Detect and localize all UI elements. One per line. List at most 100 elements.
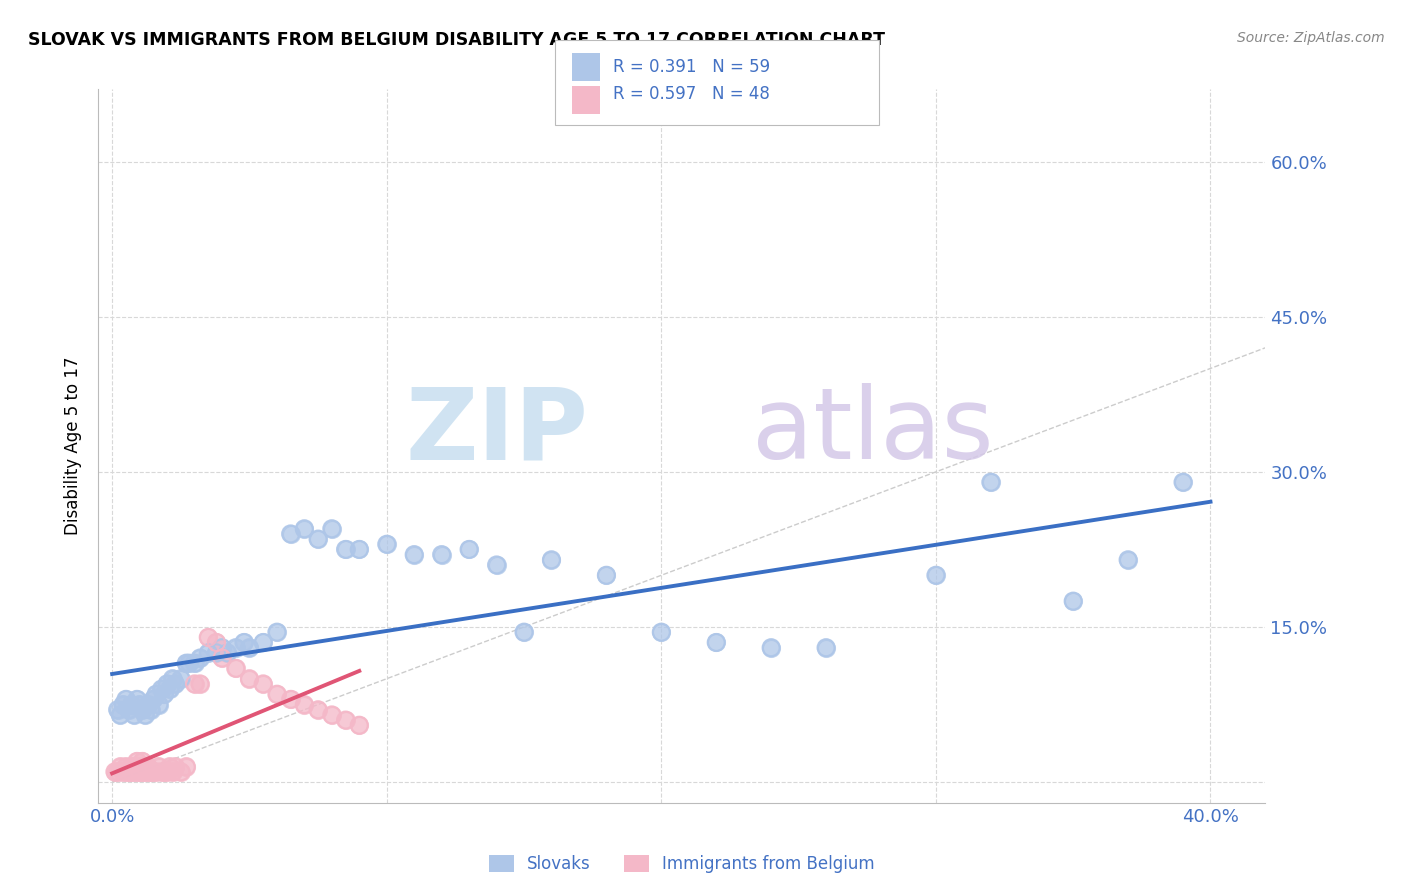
Point [134, 764, 156, 779]
Point [122, 759, 145, 773]
Point [112, 698, 135, 712]
Point [349, 542, 371, 557]
Point [650, 625, 672, 640]
Point [150, 764, 173, 779]
Point [125, 692, 148, 706]
Point [307, 532, 329, 546]
Point [1116, 553, 1139, 567]
Point [225, 640, 247, 655]
Legend: Slovaks, Immigrants from Belgium: Slovaks, Immigrants from Belgium [482, 848, 882, 880]
Point [266, 625, 288, 640]
Point [148, 759, 170, 773]
Point [595, 568, 617, 582]
Point [115, 764, 138, 779]
Point [321, 707, 343, 722]
Point [104, 764, 127, 779]
Point [211, 651, 233, 665]
Point [335, 542, 357, 557]
Point [136, 764, 159, 779]
Point [205, 646, 228, 660]
Point [238, 640, 260, 655]
Point [540, 553, 562, 567]
Point [131, 764, 153, 779]
Point [225, 661, 247, 675]
Point [139, 703, 162, 717]
Point [156, 764, 179, 779]
Text: R = 0.391   N = 59: R = 0.391 N = 59 [613, 58, 770, 76]
Point [131, 755, 153, 769]
Point [404, 548, 426, 562]
Point [759, 640, 782, 655]
Point [205, 635, 228, 649]
Point [183, 656, 205, 670]
Point [136, 759, 159, 773]
Point [321, 707, 343, 722]
Point [131, 703, 153, 717]
Point [142, 692, 165, 706]
Point [117, 764, 139, 779]
Point [120, 764, 142, 779]
Point [266, 687, 288, 701]
Point [139, 764, 162, 779]
Point [197, 630, 219, 644]
Point [107, 764, 129, 779]
Point [238, 672, 260, 686]
Point [150, 681, 173, 696]
Point [980, 475, 1002, 490]
Point [233, 635, 256, 649]
Point [112, 764, 135, 779]
Point [183, 677, 205, 691]
Y-axis label: Disability Age 5 to 17: Disability Age 5 to 17 [65, 357, 83, 535]
Point [125, 755, 148, 769]
Point [513, 625, 536, 640]
Point [145, 764, 167, 779]
Point [134, 764, 156, 779]
Point [375, 537, 398, 551]
Point [134, 759, 156, 773]
Point [156, 764, 179, 779]
Point [122, 764, 145, 779]
Point [292, 698, 315, 712]
Point [183, 677, 205, 691]
Point [165, 759, 187, 773]
Point [430, 548, 453, 562]
Point [292, 522, 315, 536]
Point [110, 759, 132, 773]
Point [148, 698, 170, 712]
Point [335, 713, 357, 727]
Point [153, 687, 176, 701]
Point [120, 764, 142, 779]
Point [110, 707, 132, 722]
Point [136, 698, 159, 712]
Point [980, 475, 1002, 490]
Point [815, 640, 838, 655]
Point [280, 692, 302, 706]
Point [122, 759, 145, 773]
Point [128, 759, 150, 773]
Point [128, 764, 150, 779]
Point [759, 640, 782, 655]
Point [159, 681, 181, 696]
Point [131, 764, 153, 779]
Point [349, 542, 371, 557]
Point [142, 764, 165, 779]
Point [125, 692, 148, 706]
Point [211, 651, 233, 665]
Text: ZIP: ZIP [406, 384, 589, 480]
Point [225, 661, 247, 675]
Point [349, 718, 371, 732]
Point [142, 692, 165, 706]
Point [252, 635, 274, 649]
Point [307, 703, 329, 717]
Point [131, 755, 153, 769]
Point [162, 672, 184, 686]
Point [321, 522, 343, 536]
Point [307, 703, 329, 717]
Point [188, 677, 211, 691]
Point [120, 698, 142, 712]
Point [704, 635, 727, 649]
Point [540, 553, 562, 567]
Point [165, 677, 187, 691]
Point [174, 656, 197, 670]
Point [162, 672, 184, 686]
